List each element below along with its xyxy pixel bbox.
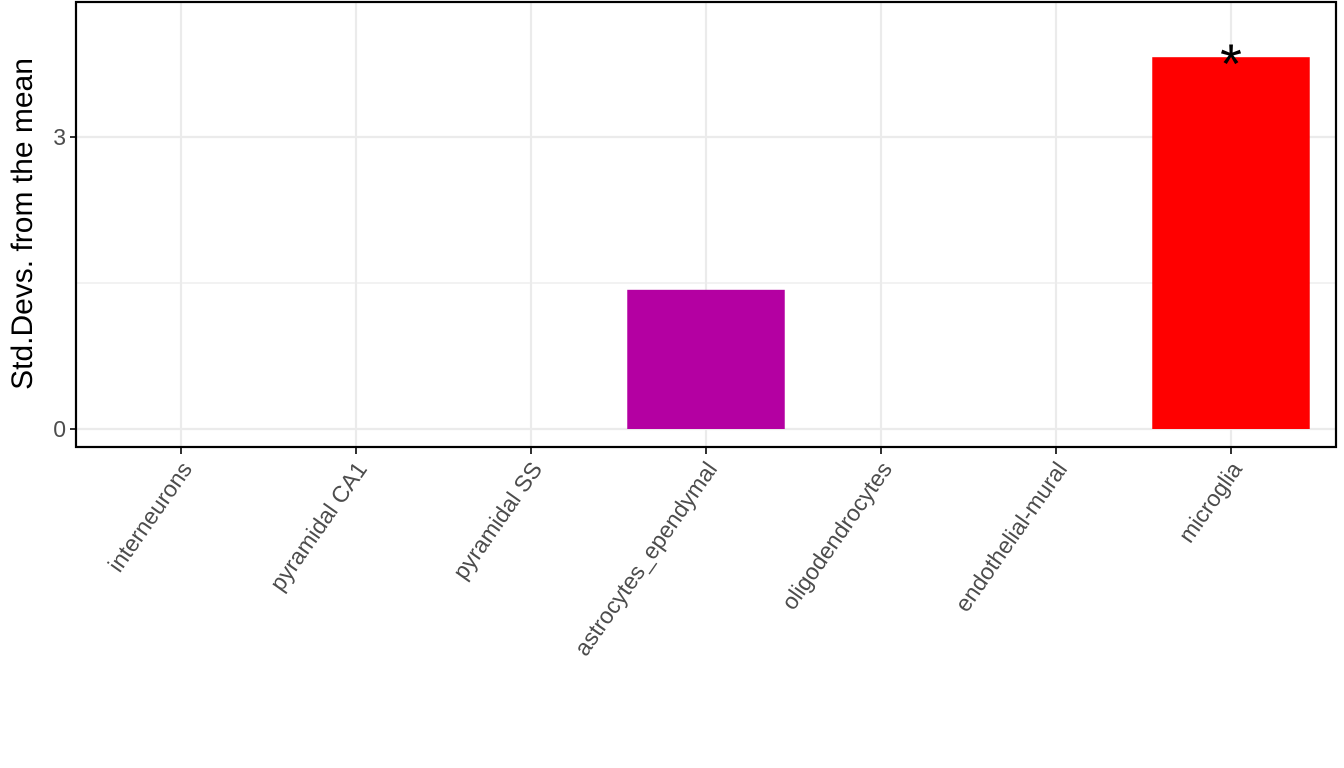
x-tick-label: interneurons — [102, 457, 197, 577]
x-tick-label: pyramidal SS — [447, 457, 547, 584]
x-tick-label: endothelial-mural — [950, 457, 1072, 616]
y-tick-label: 0 — [53, 416, 66, 442]
bar — [1152, 57, 1310, 429]
x-tick-label: astrocytes_ependymal — [569, 457, 722, 660]
x-tick-label: pyramidal CA1 — [264, 457, 372, 595]
x-tick-label: microglia — [1173, 457, 1247, 547]
y-axis-title: Std.Devs. from the mean — [6, 58, 39, 390]
bar — [627, 289, 785, 429]
y-tick-label: 3 — [53, 124, 66, 150]
annotation: * — [1220, 32, 1242, 95]
x-tick-label: oligodendrocytes — [776, 457, 897, 614]
panel-border — [74, 0, 1338, 449]
